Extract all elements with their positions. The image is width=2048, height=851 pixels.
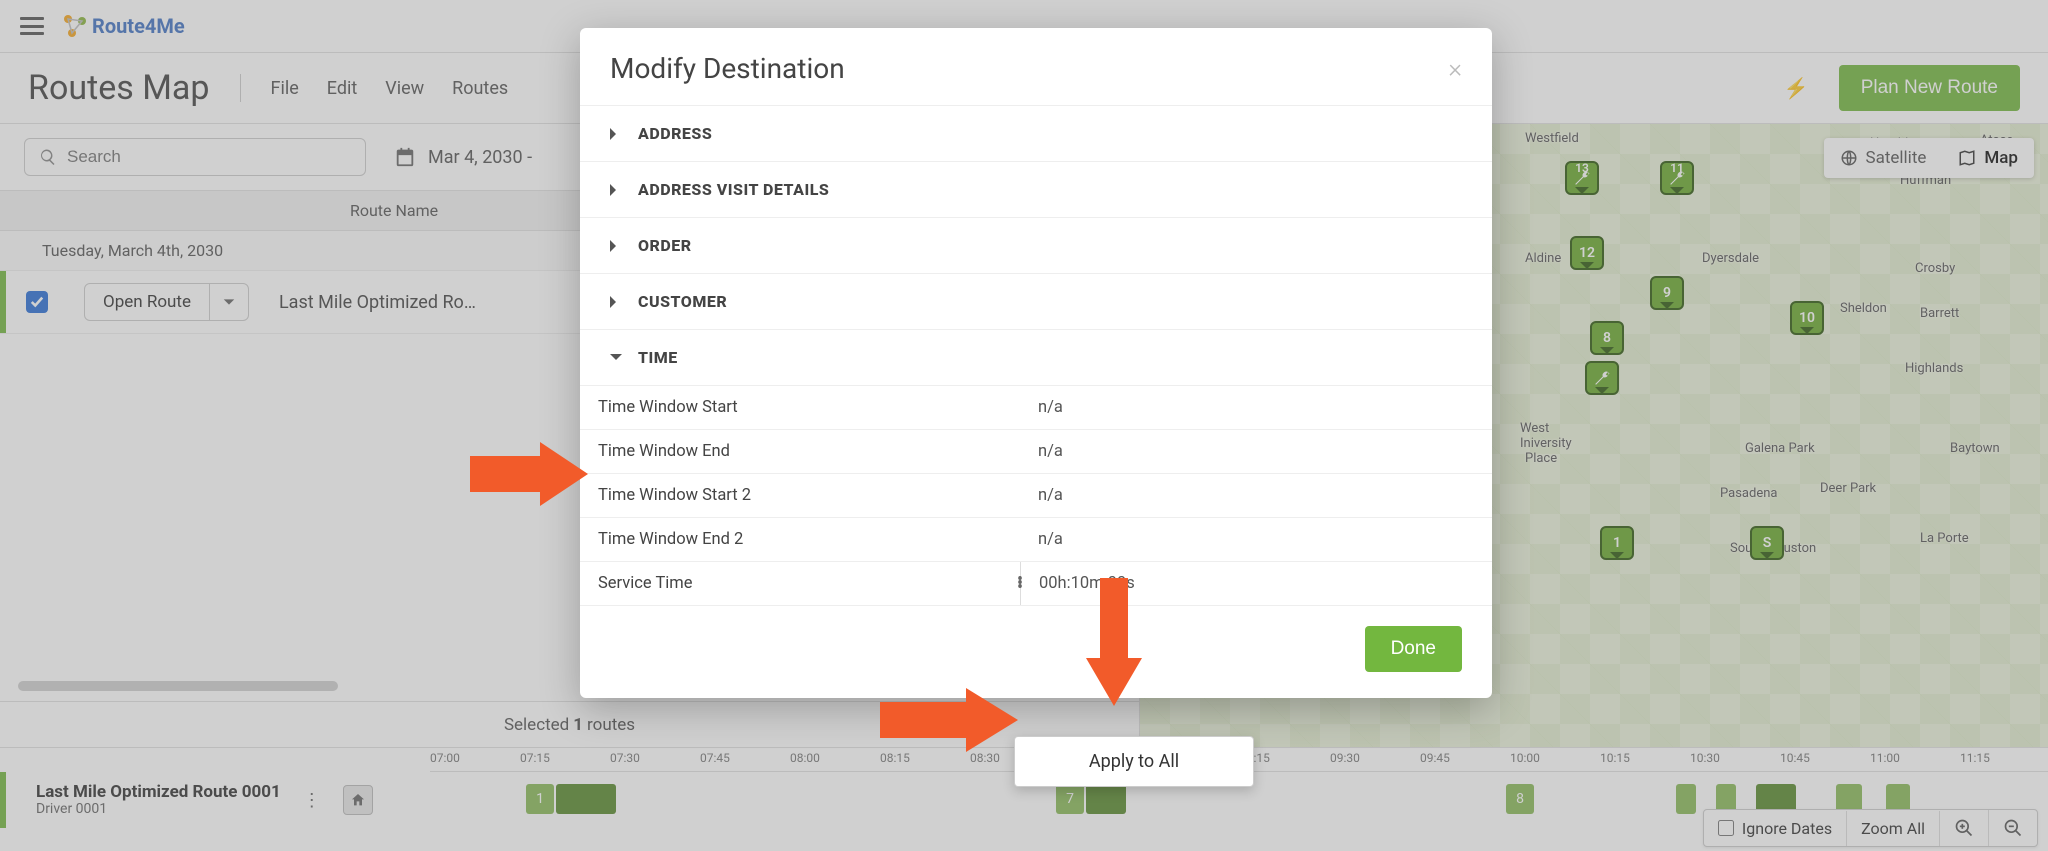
modify-destination-modal: Modify Destination × ADDRESS ADDRESS VISI… bbox=[580, 28, 1492, 698]
field-label: Time Window End bbox=[580, 430, 1020, 473]
modal-title: Modify Destination bbox=[610, 52, 845, 85]
caret-right-icon bbox=[610, 296, 622, 308]
field-value[interactable]: n/a bbox=[1020, 386, 1492, 429]
time-field-row[interactable]: Time Window Start 2n/a bbox=[580, 474, 1492, 518]
time-field-row[interactable]: Time Window Startn/a bbox=[580, 386, 1492, 430]
modal-section-time[interactable]: TIME bbox=[580, 330, 1492, 386]
done-button[interactable]: Done bbox=[1365, 626, 1462, 672]
field-value[interactable]: n/a bbox=[1020, 474, 1492, 517]
modal-section-customer[interactable]: CUSTOMER bbox=[580, 274, 1492, 330]
field-menu-icon[interactable]: ••• bbox=[1015, 578, 1025, 590]
caret-right-icon bbox=[610, 128, 622, 140]
field-value[interactable]: n/a bbox=[1020, 518, 1492, 561]
time-field-row[interactable]: Time Window End 2n/a bbox=[580, 518, 1492, 562]
section-label: ORDER bbox=[638, 236, 692, 255]
time-fields: Time Window Startn/aTime Window Endn/aTi… bbox=[580, 386, 1492, 606]
annotation-arrow-service-value bbox=[1084, 578, 1144, 708]
section-label: TIME bbox=[638, 348, 678, 367]
field-label: Service Time bbox=[580, 562, 1020, 605]
caret-right-icon bbox=[610, 184, 622, 196]
caret-right-icon bbox=[610, 240, 622, 252]
apply-to-all-popover[interactable]: Apply to All bbox=[1014, 736, 1254, 787]
close-icon[interactable]: × bbox=[1448, 54, 1462, 84]
modal-section-order[interactable]: ORDER bbox=[580, 218, 1492, 274]
annotation-arrow-time bbox=[470, 438, 590, 510]
field-label: Time Window Start 2 bbox=[580, 474, 1020, 517]
modal-section-address-visit-details[interactable]: ADDRESS VISIT DETAILS bbox=[580, 162, 1492, 218]
field-value[interactable]: n/a bbox=[1020, 430, 1492, 473]
modal-section-address[interactable]: ADDRESS bbox=[580, 106, 1492, 162]
section-label: ADDRESS bbox=[638, 124, 712, 143]
field-label: Time Window End 2 bbox=[580, 518, 1020, 561]
field-label: Time Window Start bbox=[580, 386, 1020, 429]
section-label: ADDRESS VISIT DETAILS bbox=[638, 180, 829, 199]
time-field-row[interactable]: Time Window Endn/a bbox=[580, 430, 1492, 474]
time-field-row[interactable]: Service Time•••00h:10m:00s bbox=[580, 562, 1492, 606]
annotation-arrow-service-dots bbox=[880, 684, 1020, 756]
caret-down-icon bbox=[610, 354, 622, 366]
modal-footer: Done bbox=[580, 606, 1492, 698]
section-label: CUSTOMER bbox=[638, 292, 727, 311]
modal-header: Modify Destination × bbox=[580, 28, 1492, 106]
